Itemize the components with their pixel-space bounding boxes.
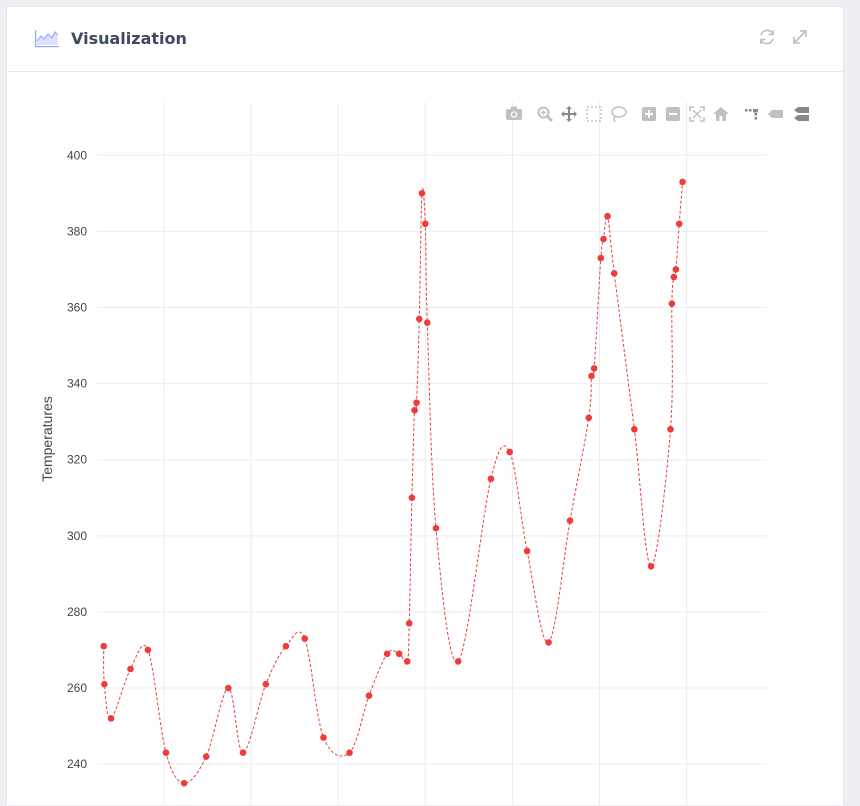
data-point[interactable] bbox=[669, 300, 676, 307]
data-point[interactable] bbox=[346, 749, 353, 756]
data-point[interactable] bbox=[396, 650, 403, 657]
data-point[interactable] bbox=[384, 650, 391, 657]
data-point[interactable] bbox=[648, 563, 655, 570]
y-tick-label: 280 bbox=[67, 605, 87, 619]
reset-axes-icon[interactable]: Reset axes bbox=[713, 107, 729, 121]
data-point[interactable] bbox=[455, 658, 462, 665]
data-point[interactable] bbox=[611, 270, 618, 277]
y-tick-label: 380 bbox=[67, 224, 87, 238]
data-point[interactable] bbox=[366, 692, 373, 699]
y-tick-label: 400 bbox=[67, 148, 87, 162]
zoom-out-icon[interactable]: Zoom out bbox=[666, 107, 680, 121]
data-point[interactable] bbox=[240, 749, 247, 756]
data-point[interactable] bbox=[598, 255, 605, 262]
area-chart-icon bbox=[34, 27, 60, 49]
data-point[interactable] bbox=[506, 449, 513, 456]
data-point[interactable] bbox=[283, 643, 290, 650]
data-point[interactable] bbox=[225, 685, 232, 692]
data-point[interactable] bbox=[411, 407, 418, 414]
data-point[interactable] bbox=[181, 780, 188, 787]
zoom-in-icon[interactable]: Zoom in bbox=[642, 107, 656, 121]
hover-compare-icon[interactable]: Compare data on hover bbox=[794, 107, 809, 121]
data-point[interactable] bbox=[406, 620, 413, 627]
y-tick-label: 260 bbox=[67, 681, 87, 695]
data-point[interactable] bbox=[667, 426, 674, 433]
y-tick-labels: 240 260 280 300 320 340 360 380 400 bbox=[67, 148, 87, 771]
spike-lines-icon[interactable]: Toggle Spike Lines bbox=[745, 109, 758, 120]
data-point[interactable] bbox=[404, 658, 411, 665]
y-tick-label: 320 bbox=[67, 453, 87, 467]
data-point[interactable] bbox=[413, 399, 420, 406]
data-point[interactable] bbox=[101, 681, 108, 688]
data-point[interactable] bbox=[679, 179, 686, 186]
data-point[interactable] bbox=[127, 666, 134, 673]
data-point[interactable] bbox=[108, 715, 115, 722]
box-select-icon[interactable]: Box Select bbox=[587, 107, 601, 121]
modebar: Download plot as a png Zoom Pan Box Select L… bbox=[506, 106, 809, 122]
y-tick-label: 340 bbox=[67, 377, 87, 391]
y-axis-label: Temperatures bbox=[39, 396, 55, 482]
zoom-icon[interactable]: Zoom bbox=[539, 108, 553, 122]
data-point[interactable] bbox=[320, 734, 327, 741]
data-point[interactable] bbox=[545, 639, 552, 646]
data-point[interactable] bbox=[145, 647, 152, 654]
data-point[interactable] bbox=[419, 190, 426, 197]
panel-header: Visualization bbox=[7, 7, 843, 72]
expand-icon[interactable] bbox=[790, 27, 810, 47]
data-point[interactable] bbox=[585, 415, 592, 422]
refresh-icon[interactable] bbox=[757, 27, 777, 47]
data-point[interactable] bbox=[263, 681, 270, 688]
series-markers[interactable] bbox=[100, 179, 685, 787]
data-point[interactable] bbox=[203, 753, 210, 760]
data-point[interactable] bbox=[433, 525, 440, 532]
data-point[interactable] bbox=[488, 475, 495, 482]
data-point[interactable] bbox=[409, 494, 416, 501]
data-point[interactable] bbox=[600, 236, 607, 243]
series-line bbox=[104, 182, 683, 783]
y-tick-label: 300 bbox=[67, 529, 87, 543]
data-point[interactable] bbox=[163, 749, 170, 756]
autoscale-icon[interactable]: Autoscale bbox=[690, 107, 704, 121]
data-point[interactable] bbox=[631, 426, 638, 433]
panel-title: Visualization bbox=[71, 29, 187, 48]
hover-closest-icon[interactable]: Show closest data on hover bbox=[768, 110, 783, 118]
data-point[interactable] bbox=[671, 274, 678, 281]
lasso-select-icon[interactable]: Lasso Select bbox=[612, 107, 626, 122]
y-tick-label: 360 bbox=[67, 300, 87, 314]
pan-icon[interactable]: Pan bbox=[561, 106, 577, 122]
data-point[interactable] bbox=[100, 643, 107, 650]
data-point[interactable] bbox=[604, 213, 611, 220]
camera-icon[interactable]: Download plot as a png bbox=[506, 107, 522, 121]
data-point[interactable] bbox=[524, 548, 531, 555]
y-tick-label: 240 bbox=[67, 757, 87, 771]
data-point[interactable] bbox=[676, 220, 683, 227]
visualization-panel: Visualization 240 260 280 300 320 340 360 380 40… bbox=[6, 6, 844, 805]
data-point[interactable] bbox=[301, 635, 308, 642]
data-point[interactable] bbox=[567, 517, 574, 524]
data-point[interactable] bbox=[591, 365, 598, 372]
data-point[interactable] bbox=[588, 373, 595, 380]
temperature-chart[interactable]: 240 260 280 300 320 340 360 380 400 Temperatures… bbox=[7, 72, 845, 806]
data-point[interactable] bbox=[424, 319, 431, 326]
data-point[interactable] bbox=[673, 266, 680, 273]
data-point[interactable] bbox=[416, 316, 423, 323]
data-point[interactable] bbox=[422, 220, 429, 227]
